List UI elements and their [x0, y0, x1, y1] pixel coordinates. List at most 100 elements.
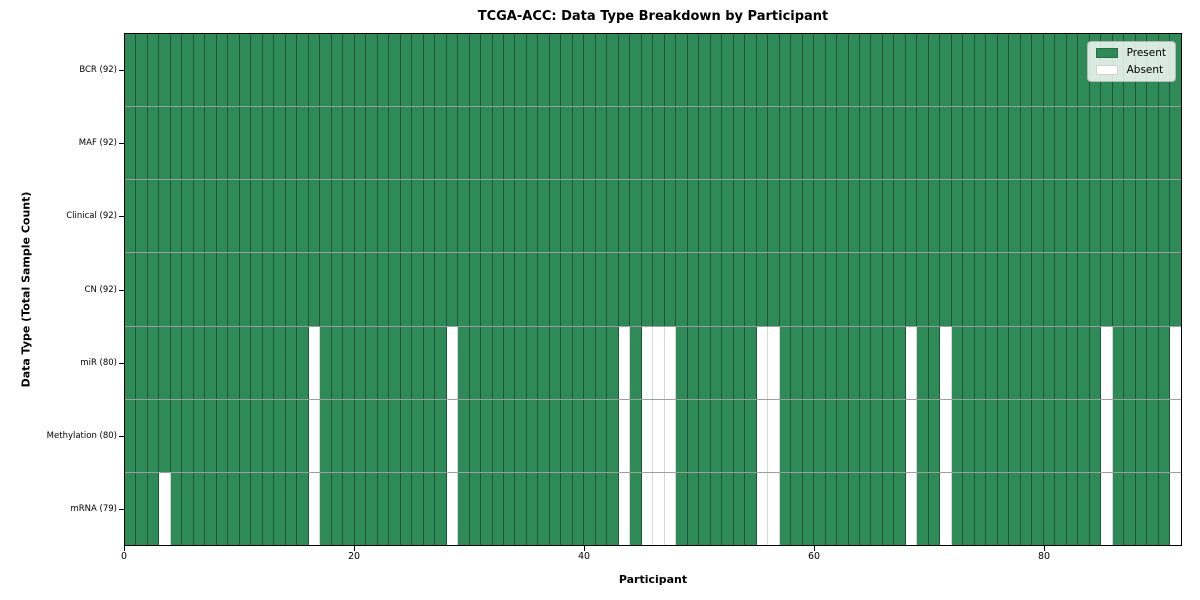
heatmap-cell — [756, 326, 769, 399]
heatmap-cell — [1101, 399, 1113, 472]
heatmap-cell — [561, 399, 573, 472]
heatmap-cell — [837, 399, 849, 472]
heatmap-cell — [1147, 180, 1159, 253]
heatmap-cell — [641, 326, 654, 399]
heatmap-cell — [572, 253, 585, 326]
heatmap-cell — [412, 107, 424, 180]
heatmap-cell — [1020, 253, 1033, 326]
heatmap-cell — [1158, 472, 1171, 545]
heatmap-cell — [492, 472, 504, 545]
heatmap-cell — [159, 399, 171, 472]
heatmap-cell — [641, 180, 654, 253]
heatmap-cell — [607, 34, 619, 107]
heatmap-cell — [136, 399, 148, 472]
heatmap-cell — [963, 34, 975, 107]
heatmap-cell — [125, 326, 137, 399]
heatmap-cell — [779, 107, 792, 180]
heatmap-cell — [216, 472, 229, 545]
heatmap-cell — [331, 326, 344, 399]
heatmap-cell — [354, 399, 367, 472]
heatmap-cell — [997, 472, 1010, 545]
heatmap-cell — [791, 107, 803, 180]
heatmap-cell — [1078, 472, 1090, 545]
heatmap-cell — [423, 253, 436, 326]
heatmap-cell — [366, 180, 378, 253]
heatmap-cell — [618, 107, 631, 180]
heatmap-cell — [205, 253, 217, 326]
heatmap-cell — [538, 399, 550, 472]
heatmap-cell — [193, 399, 206, 472]
heatmap-cell — [159, 34, 171, 107]
heatmap-cell — [1170, 472, 1181, 545]
heatmap-cell — [503, 107, 516, 180]
heatmap-cell — [285, 253, 298, 326]
heatmap-cell — [1032, 399, 1044, 472]
heatmap-cell — [216, 253, 229, 326]
heatmap-cell — [1032, 253, 1044, 326]
heatmap-cell — [768, 472, 780, 545]
heatmap-cell — [641, 472, 654, 545]
heatmap-cell — [503, 326, 516, 399]
legend-item-absent: Absent — [1095, 64, 1166, 76]
heatmap-cell — [320, 326, 332, 399]
heatmap-cell — [1135, 253, 1148, 326]
heatmap-cell — [354, 253, 367, 326]
heatmap-cell — [940, 34, 952, 107]
heatmap-cell — [653, 326, 665, 399]
heatmap-cell — [538, 180, 550, 253]
heatmap-cell — [159, 326, 171, 399]
heatmap-cell — [1009, 399, 1021, 472]
heatmap-cell — [882, 253, 895, 326]
legend-label-absent: Absent — [1126, 64, 1164, 76]
heatmap-cell — [653, 253, 665, 326]
heatmap-cell — [1112, 253, 1125, 326]
heatmap-cell — [951, 107, 964, 180]
heatmap-cell — [423, 34, 436, 107]
heatmap-cell — [1135, 326, 1148, 399]
heatmap-cell — [722, 34, 734, 107]
heatmap-cell — [274, 399, 286, 472]
heatmap-cell — [1066, 326, 1079, 399]
heatmap-cell — [469, 472, 482, 545]
heatmap-cell — [147, 399, 160, 472]
heatmap-cell — [377, 326, 390, 399]
heatmap-cell — [193, 253, 206, 326]
heatmap-cell — [515, 34, 527, 107]
heatmap-cell — [320, 34, 332, 107]
heatmap-cell — [584, 34, 596, 107]
heatmap-cell — [1020, 399, 1033, 472]
y-tick-mark — [119, 142, 124, 144]
heatmap-cell — [125, 180, 137, 253]
heatmap-cell — [377, 180, 390, 253]
heatmap-cell — [481, 253, 493, 326]
heatmap-cell — [1078, 107, 1090, 180]
heatmap-cell — [251, 253, 263, 326]
heatmap-cell — [676, 107, 688, 180]
heatmap-cell — [940, 326, 952, 399]
heatmap-cell — [607, 399, 619, 472]
heatmap-cell — [331, 107, 344, 180]
heatmap-cell — [228, 253, 240, 326]
heatmap-cell — [722, 472, 734, 545]
heatmap-cell — [722, 326, 734, 399]
heatmap-cell — [882, 472, 895, 545]
heatmap-cell — [871, 34, 883, 107]
heatmap-cell — [974, 326, 987, 399]
heatmap-cell — [458, 180, 470, 253]
heatmap-cell — [1135, 180, 1148, 253]
heatmap-cell — [756, 253, 769, 326]
heatmap-cell — [974, 34, 987, 107]
legend: Present Absent — [1086, 41, 1176, 82]
heatmap-cell — [837, 472, 849, 545]
heatmap-cell — [159, 107, 171, 180]
heatmap-cell — [1009, 180, 1021, 253]
heatmap-cell — [745, 34, 757, 107]
heatmap-cell — [274, 326, 286, 399]
heatmap-cell — [894, 180, 906, 253]
heatmap-cell — [216, 107, 229, 180]
y-tick-label: Methylation (80) — [46, 431, 117, 442]
heatmap-cell — [458, 253, 470, 326]
heatmap-cell — [607, 180, 619, 253]
heatmap-cell — [561, 107, 573, 180]
